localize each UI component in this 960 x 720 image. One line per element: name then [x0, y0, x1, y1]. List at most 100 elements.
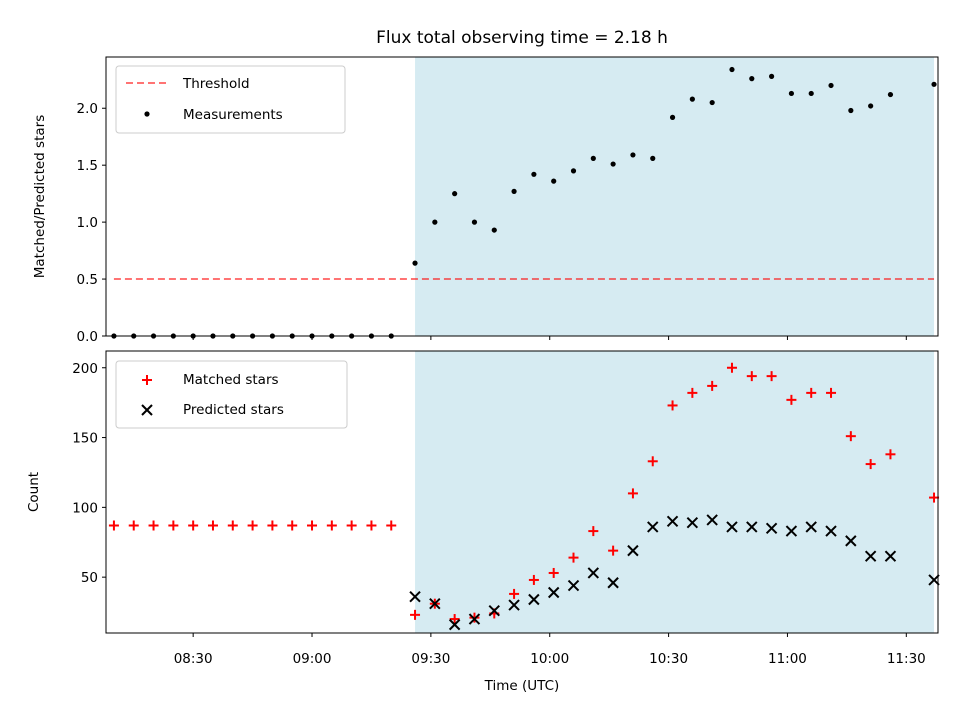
predicted-star-point: [448, 618, 461, 631]
matched-star-point: [766, 371, 777, 382]
matched-star-point: [707, 380, 718, 391]
predicted-star-point: [488, 604, 500, 617]
threshold-legend-label: Threshold: [182, 76, 250, 92]
measurement-point: [689, 96, 695, 102]
predicted-star-point: [805, 521, 817, 533]
matched-star-point: [865, 459, 876, 470]
measurement-point: [551, 178, 557, 184]
predicted-star-point: [706, 514, 718, 526]
predicted-star-point: [884, 550, 897, 562]
measurement-point: [610, 161, 616, 167]
highlight-region-top: [415, 57, 935, 336]
chart-title: Flux total observing time = 2.18 h: [376, 28, 668, 48]
measurement-point: [452, 191, 458, 197]
matched-star-point: [307, 520, 318, 531]
measurement-point: [828, 82, 834, 89]
measurement-point: [729, 66, 735, 73]
matched-star-point: [588, 526, 599, 537]
matched-star-point: [806, 387, 817, 398]
measurement-point: [749, 76, 755, 82]
predicted-star-point: [468, 613, 481, 625]
predicted-star-point: [647, 521, 659, 533]
matched-star-point: [568, 552, 579, 563]
matched-star-point: [726, 362, 737, 373]
matched-star-point: [929, 492, 940, 503]
measurement-point: [669, 114, 676, 120]
predicted-star-point: [607, 577, 619, 589]
matched-star-point: [188, 520, 199, 531]
matched-star-point: [826, 387, 837, 398]
ratio-y-tick-label: 2.0: [77, 101, 98, 117]
matched-star-point: [667, 400, 678, 411]
count-y-tick-label: 150: [72, 431, 98, 447]
matched-star-point: [687, 387, 698, 398]
measurement-point: [511, 188, 517, 194]
measurement-point: [848, 107, 854, 114]
ratio-y-tick-label: 0.0: [77, 329, 98, 345]
matched-legend-marker: [142, 375, 152, 385]
predicted-star-point: [765, 522, 778, 535]
matched-star-point: [128, 520, 139, 531]
count-legend-frame: [115, 360, 348, 429]
count-y-axis-label: Count: [26, 472, 42, 512]
measurement-point: [650, 155, 656, 161]
predicted-star-point: [429, 597, 441, 610]
matched-star-point: [449, 614, 460, 625]
matched-star-point: [108, 520, 119, 531]
count-x-axis: 08:30 09:00 09:30 10:00 10:30 11:00 11:30: [174, 633, 926, 667]
matched-star-point: [247, 520, 258, 531]
measurement-point: [887, 91, 894, 98]
predicted-star-point: [567, 579, 580, 592]
predicted-star-point: [928, 574, 940, 586]
measurement-point: [931, 81, 937, 87]
matched-star-point: [346, 520, 357, 531]
measurement-point: [590, 155, 596, 161]
matched-legend-label: Matched stars: [183, 372, 279, 388]
ratio-y-axis: 0.0 0.5 1.0 1.5 2.0: [77, 101, 106, 345]
measurement-point: [412, 260, 418, 266]
measurements-legend-swatch: [144, 111, 150, 117]
matched-star-point: [386, 520, 397, 531]
x-axis-label: Time (UTC): [484, 678, 560, 694]
matched-legend-swatch: [142, 375, 152, 385]
x-tick-label: 09:00: [293, 651, 332, 667]
predicted-legend-swatch: [141, 404, 153, 416]
predicted-star-point: [686, 517, 699, 529]
predicted-star-point: [547, 586, 560, 599]
count-y-tick-label: 200: [72, 361, 98, 377]
ratio-y-tick-label: 1.5: [77, 158, 98, 174]
ratio-y-tick-label: 0.5: [77, 272, 98, 288]
matched-star-point: [509, 588, 520, 599]
count-plot-frame: [105, 350, 939, 634]
matched-star-point: [207, 520, 218, 531]
measurement-point: [570, 168, 577, 174]
predicted-legend-marker: [141, 404, 153, 416]
matched-star-point: [548, 567, 559, 578]
matched-star-point: [608, 545, 619, 556]
measurement-point: [709, 99, 715, 106]
predicted-star-point: [785, 525, 798, 537]
matched-star-point: [227, 520, 238, 531]
count-y-axis: 50 100 150 200: [72, 361, 106, 586]
measurement-point: [868, 103, 874, 109]
matched-star-point: [366, 520, 377, 531]
matched-star-point: [148, 520, 159, 531]
measurement-point: [531, 171, 537, 177]
matched-star-point: [267, 520, 278, 531]
predicted-star-point: [528, 593, 540, 606]
predicted-star-point: [508, 599, 520, 611]
count-y-tick-label: 50: [81, 570, 98, 586]
predicted-star-point: [409, 590, 421, 603]
measurements-legend-label: Measurements: [183, 107, 283, 123]
measurement-point: [630, 152, 636, 158]
predicted-star-point: [666, 515, 679, 528]
ratio-legend: Threshold Measurements: [115, 65, 346, 134]
matched-star-point: [746, 371, 757, 382]
predicted-star-point: [864, 550, 877, 562]
count-y-tick-label: 100: [72, 500, 98, 516]
predicted-star-point: [825, 525, 837, 537]
ratio-panel: 0.00.51.01.52.0 Matched/Predicted stars …: [32, 56, 939, 345]
matched-star-point: [287, 520, 298, 531]
matched-star-point: [786, 394, 797, 405]
